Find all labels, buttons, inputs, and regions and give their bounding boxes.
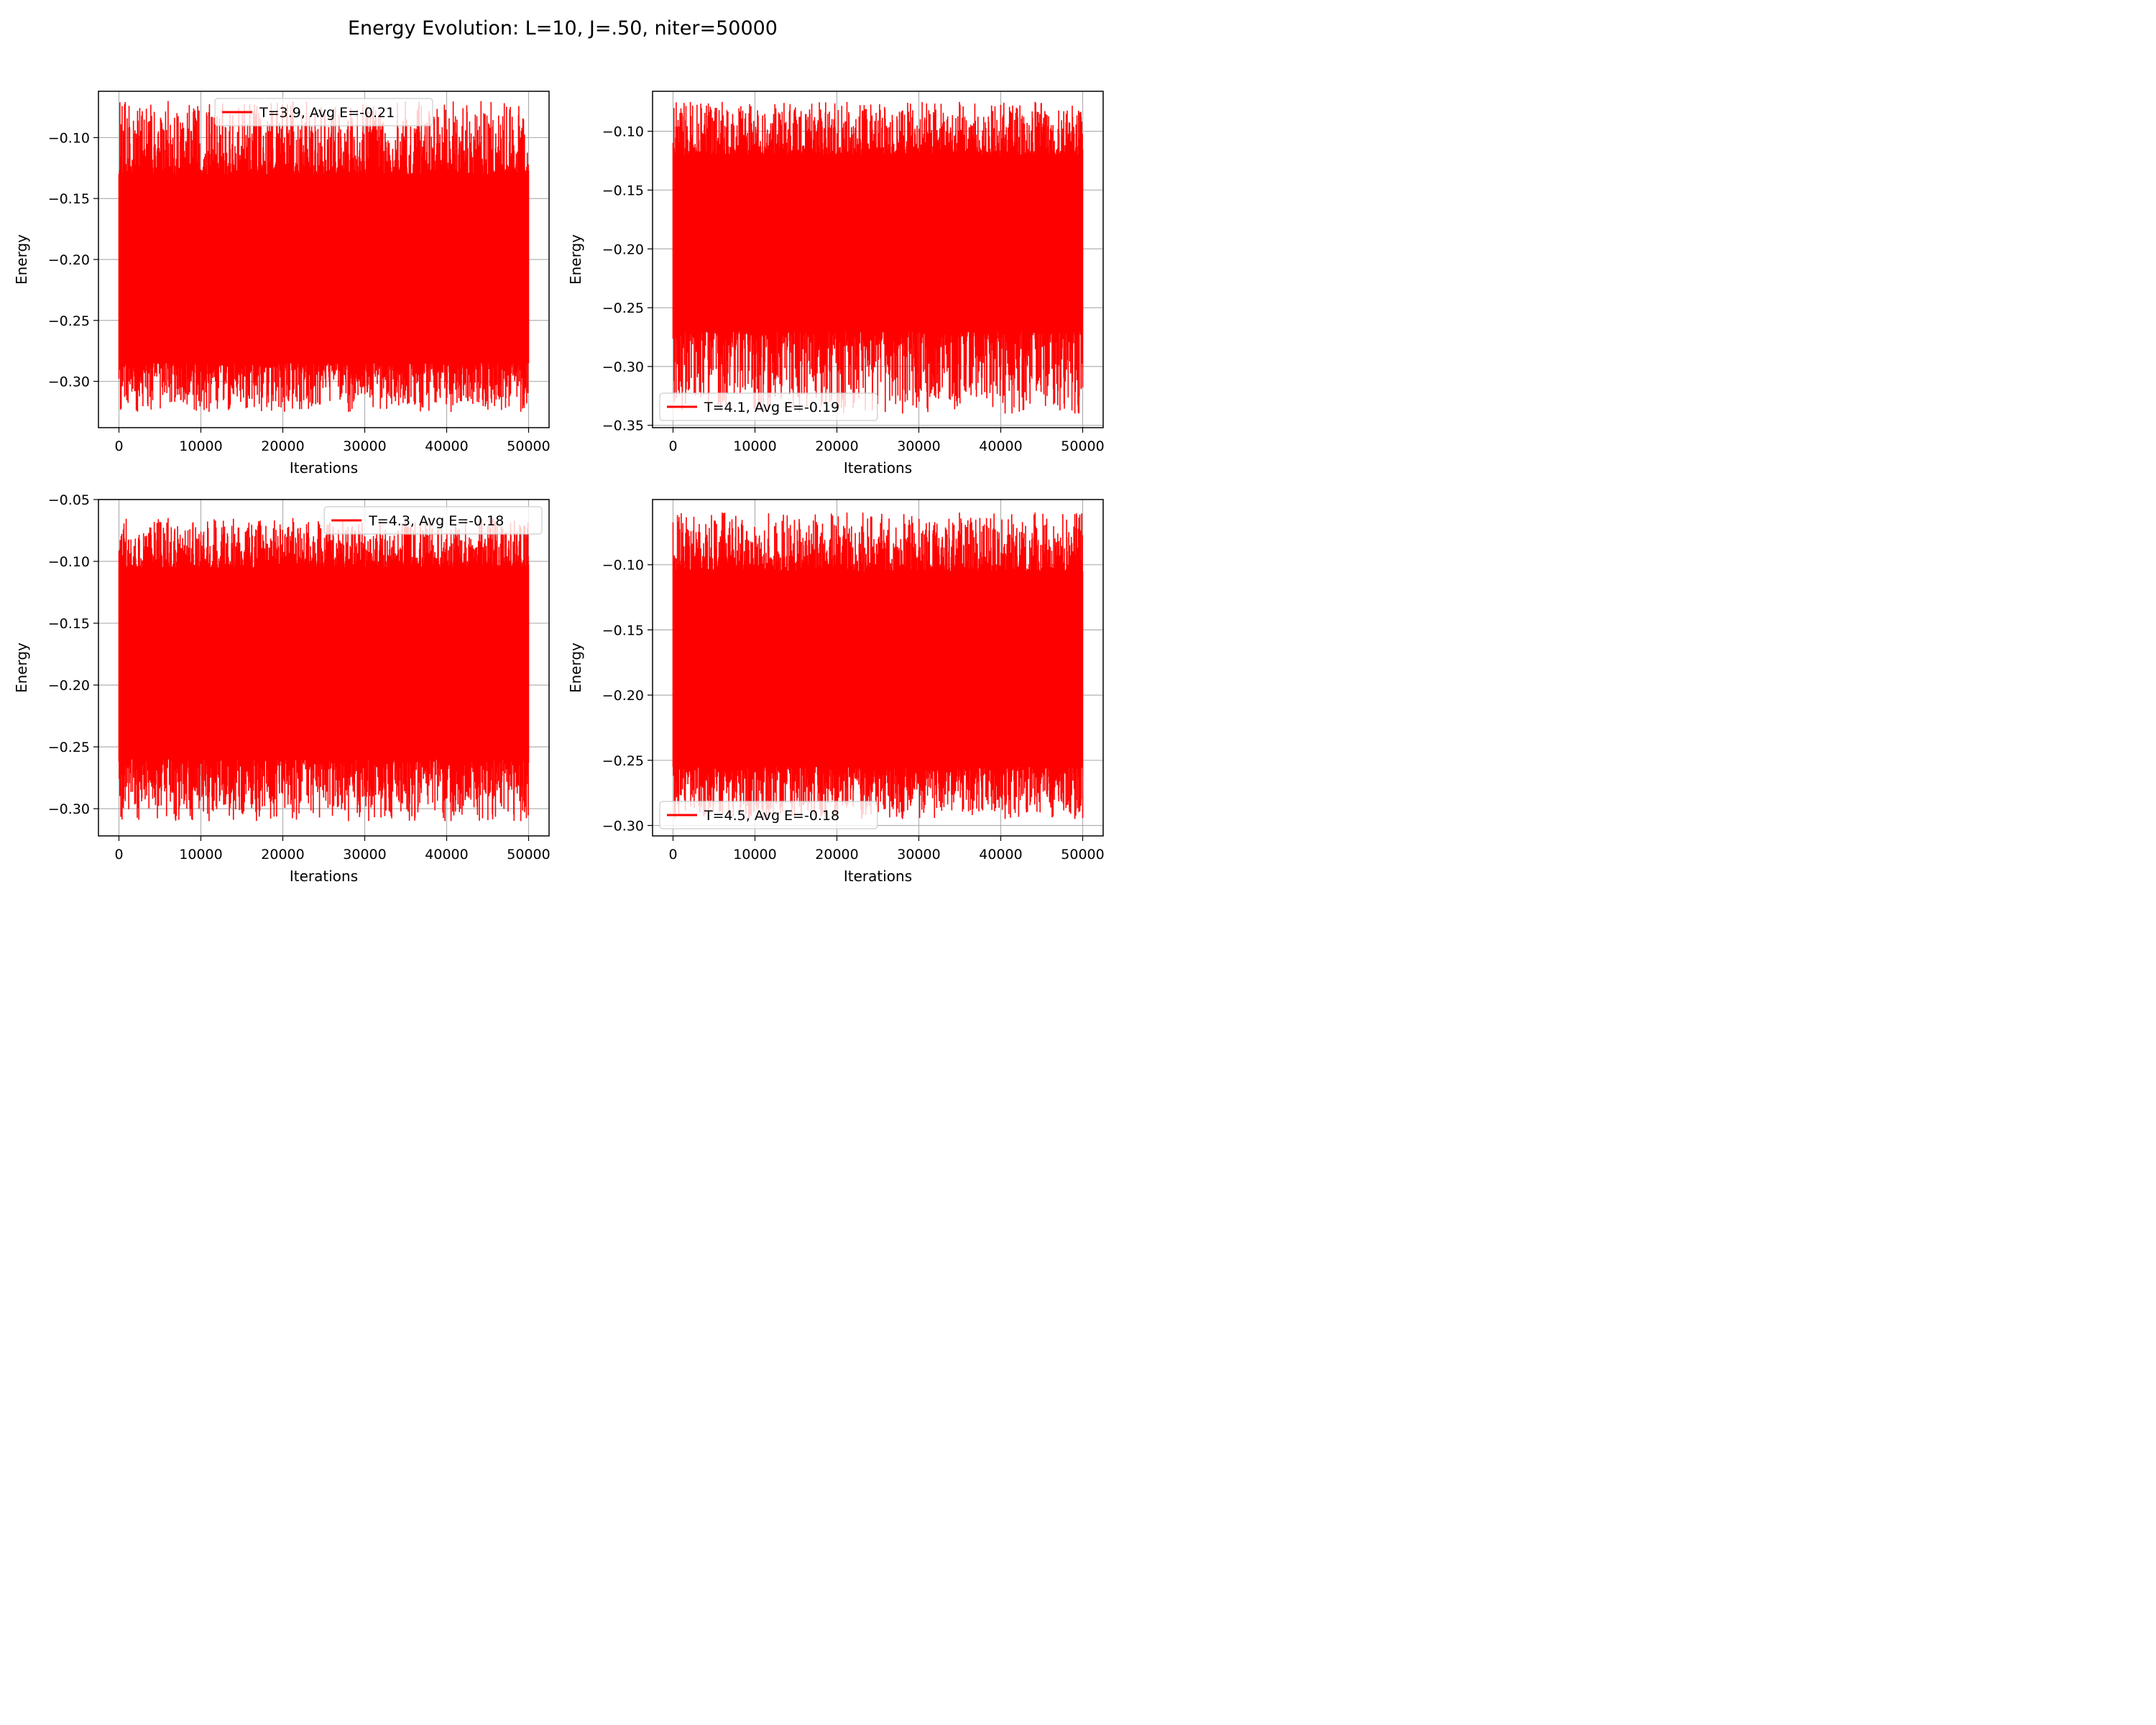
subplot-2: 0 10000 20000 30000 40000 50000 −0.35 −0.30 −0.2… — [567, 91, 1105, 477]
y-tick-label: −0.20 — [602, 242, 644, 257]
x-axis-label: Iterations — [290, 459, 358, 477]
legend-label: T=4.5, Avg E=-0.18 — [704, 808, 839, 824]
series-line — [672, 101, 1084, 414]
plot-area — [118, 518, 530, 822]
y-tick-label: −0.25 — [48, 740, 90, 755]
y-axis-label: Energy — [567, 234, 584, 285]
series-line — [672, 512, 1084, 819]
figure-title: Energy Evolution: L=10, J=.50, niter=500… — [348, 17, 778, 40]
x-axis-label: Iterations — [290, 868, 358, 885]
legend: T=4.5, Avg E=-0.18 — [659, 801, 878, 829]
y-tick-label: −0.25 — [602, 753, 644, 769]
x-tick-label: 10000 — [733, 438, 776, 454]
x-tick-label: 0 — [668, 847, 677, 862]
legend: T=4.1, Avg E=-0.19 — [659, 392, 878, 421]
x-tick-label: 50000 — [1061, 438, 1104, 454]
plot-area — [672, 101, 1084, 414]
x-tick-label: 40000 — [425, 847, 468, 862]
x-tick-label: 50000 — [1061, 847, 1104, 862]
y-tick-label: −0.05 — [48, 492, 90, 508]
plot-area — [118, 101, 530, 412]
x-tick-label: 40000 — [425, 438, 468, 454]
axes-frame — [98, 499, 550, 837]
y-axis-label: Energy — [13, 643, 30, 693]
x-tick-label: 0 — [114, 438, 123, 454]
plot-area — [672, 512, 1084, 819]
y-tick-label: −0.10 — [602, 124, 644, 140]
legend-box — [214, 98, 433, 126]
series-line — [118, 101, 530, 412]
x-tick-label: 50000 — [507, 847, 550, 862]
y-tick-label: −0.10 — [48, 554, 90, 570]
x-tick-label: 30000 — [343, 438, 386, 454]
y-tick-label: −0.30 — [602, 359, 644, 375]
series-line — [118, 518, 530, 822]
y-tick-label: −0.30 — [48, 374, 90, 390]
subplot-3: 0 10000 20000 30000 40000 50000 −0.30 −0.25 −0.2… — [13, 492, 550, 885]
y-tick-label: −0.30 — [48, 801, 90, 817]
x-axis-label: Iterations — [844, 459, 912, 477]
legend-label: T=4.3, Avg E=-0.18 — [368, 513, 504, 529]
y-tick-label: −0.30 — [602, 818, 644, 834]
energy-evolution-figure: Energy Evolution: L=10, J=.50, niter=500… — [0, 0, 1125, 900]
x-tick-label: 30000 — [897, 847, 940, 862]
subplot-grid: 0 10000 20000 30000 40000 50000 −0.30 −0.25 −0.2… — [13, 91, 1105, 885]
axes-frame — [652, 91, 1104, 428]
y-tick-label: −0.15 — [48, 616, 90, 632]
subplot-1: 0 10000 20000 30000 40000 50000 −0.30 −0.25 −0.2… — [13, 91, 550, 477]
x-tick-label: 10000 — [179, 847, 222, 862]
x-tick-label: 20000 — [815, 438, 858, 454]
y-tick-label: −0.20 — [48, 252, 90, 268]
legend-box — [659, 801, 878, 829]
x-tick-label: 30000 — [343, 847, 386, 862]
x-tick-label: 20000 — [261, 438, 304, 454]
axes-frame — [652, 499, 1104, 837]
legend: T=3.9, Avg E=-0.21 — [214, 98, 433, 126]
y-tick-label: −0.25 — [48, 313, 90, 329]
y-axis-label: Energy — [13, 234, 30, 285]
y-tick-label: −0.35 — [602, 418, 644, 434]
x-tick-label: 10000 — [733, 847, 776, 862]
y-tick-label: −0.20 — [602, 688, 644, 704]
legend-label: T=3.9, Avg E=-0.21 — [259, 105, 395, 121]
y-tick-label: −0.20 — [48, 678, 90, 694]
legend-box — [659, 392, 878, 421]
x-tick-label: 0 — [668, 438, 677, 454]
x-axis-label: Iterations — [844, 868, 912, 885]
y-axis-label: Energy — [567, 643, 584, 693]
x-tick-label: 10000 — [179, 438, 222, 454]
y-tick-label: −0.10 — [48, 130, 90, 146]
y-tick-label: −0.25 — [602, 300, 644, 316]
y-tick-label: −0.15 — [48, 191, 90, 207]
x-tick-label: 40000 — [979, 847, 1022, 862]
y-tick-label: −0.15 — [602, 622, 644, 638]
x-tick-label: 20000 — [261, 847, 304, 862]
subplot-4: 0 10000 20000 30000 40000 50000 −0.30 −0.25 −0.2… — [567, 499, 1105, 885]
legend-label: T=4.1, Avg E=-0.19 — [704, 400, 839, 415]
x-tick-label: 50000 — [507, 438, 550, 454]
x-tick-label: 40000 — [979, 438, 1022, 454]
legend-box — [323, 506, 543, 535]
legend: T=4.3, Avg E=-0.18 — [323, 506, 543, 535]
x-tick-label: 20000 — [815, 847, 858, 862]
x-tick-label: 0 — [114, 847, 123, 862]
x-tick-label: 30000 — [897, 438, 940, 454]
y-tick-label: −0.15 — [602, 183, 644, 198]
y-tick-label: −0.10 — [602, 558, 644, 574]
